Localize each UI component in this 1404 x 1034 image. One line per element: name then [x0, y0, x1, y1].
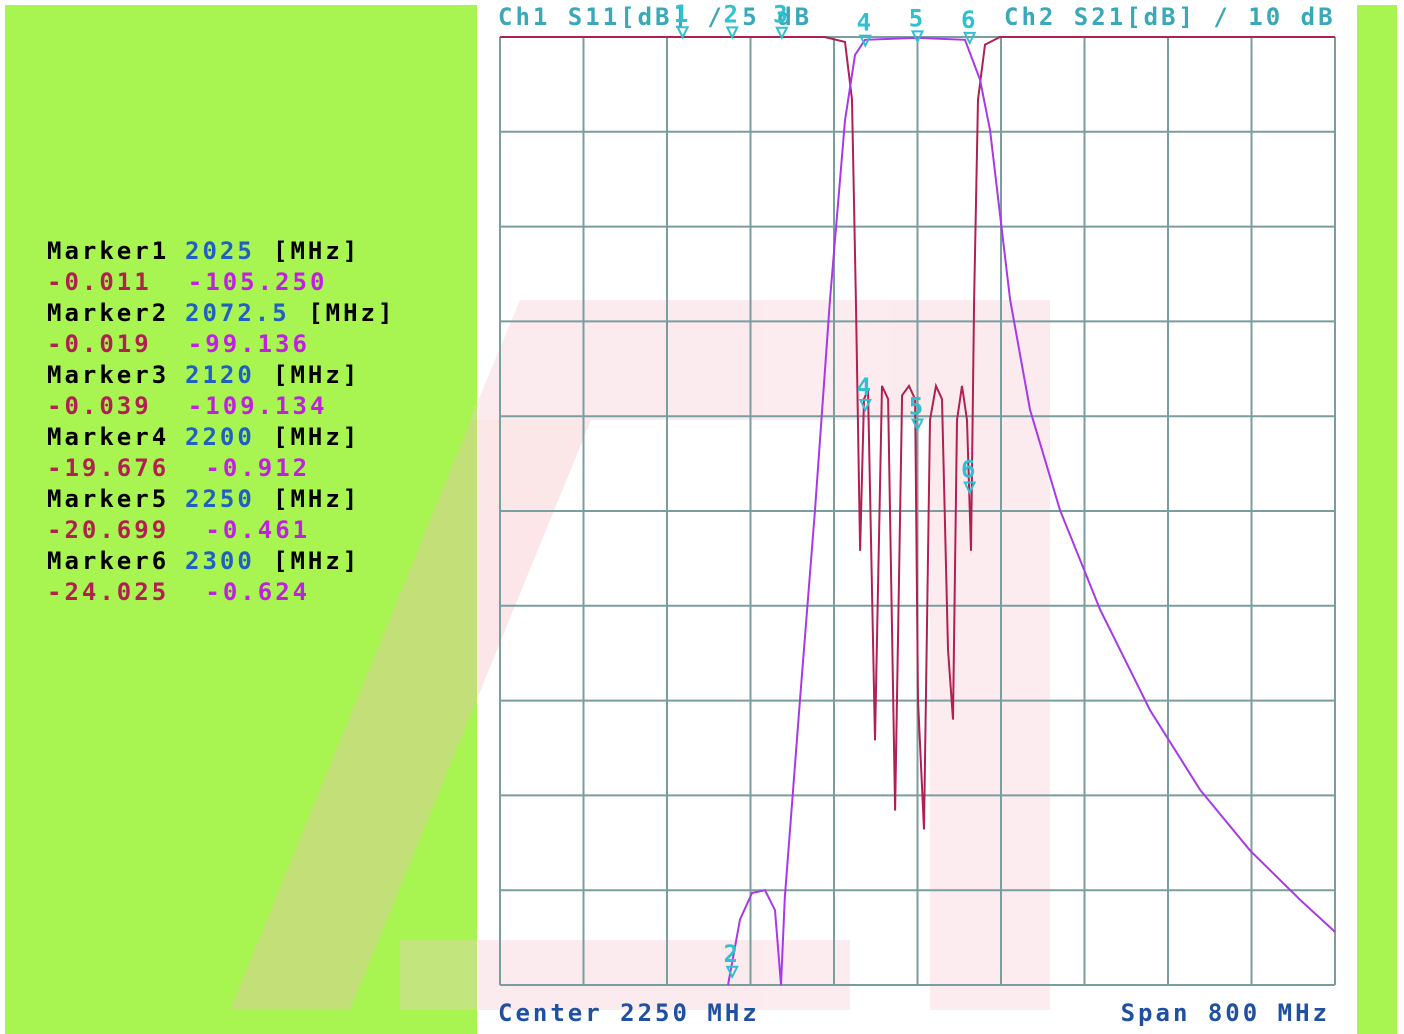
marker-s21: -0.624	[205, 578, 310, 606]
marker-s11: -20.699	[47, 516, 169, 544]
marker-triangle	[963, 31, 977, 46]
marker-number: 6	[961, 6, 978, 34]
marker-label: Marker4	[47, 423, 169, 451]
marker-number: 5	[909, 392, 926, 420]
marker-label: Marker1	[47, 237, 169, 265]
center-label: Center 2250 MHz	[498, 999, 760, 1027]
marker-freq: 2250	[185, 485, 255, 513]
marker-s11: -19.676	[47, 454, 169, 482]
marker-triangle	[858, 399, 872, 413]
marker-unit: [MHz]	[308, 299, 395, 327]
marker-s21: -99.136	[188, 330, 310, 358]
marker-label: Marker6	[47, 547, 169, 575]
marker-freq: 2300	[185, 547, 255, 575]
marker-s21: -105.250	[188, 268, 328, 296]
marker-s21: -0.461	[205, 516, 310, 544]
marker-triangle	[725, 965, 739, 980]
left-panel	[5, 5, 477, 1034]
marker-triangle	[963, 481, 977, 495]
marker-number: 4	[857, 9, 874, 37]
marker-s11: -0.039	[47, 392, 152, 420]
marker-s21: -109.134	[188, 392, 328, 420]
marker-number: 5	[909, 4, 926, 32]
trace	[727, 36, 1336, 986]
marker-freq: 2200	[185, 423, 255, 451]
right-strip	[1357, 5, 1397, 1034]
trace	[500, 36, 1335, 830]
marker-number: 1	[674, 0, 691, 28]
marker-triangle	[858, 34, 872, 48]
marker-s11: -24.025	[47, 578, 169, 606]
marker-s11: -0.011	[47, 268, 152, 296]
marker-unit: [MHz]	[273, 237, 360, 265]
marker-number: 3	[773, 1, 790, 29]
marker-freq: 2025	[185, 237, 255, 265]
marker-triangle	[725, 26, 739, 40]
marker-number: 6	[961, 456, 978, 484]
marker-freq: 2120	[185, 361, 255, 389]
marker-triangle	[910, 30, 925, 44]
marker-number: 2	[724, 940, 741, 968]
marker-triangle	[676, 26, 690, 40]
marker-unit: [MHz]	[273, 547, 360, 575]
marker-label: Marker5	[47, 485, 169, 513]
marker-freq: 2072.5	[185, 299, 290, 327]
marker-number: 2	[724, 0, 741, 28]
marker-triangle	[910, 418, 925, 432]
span-label: Span 800 MHz	[1121, 999, 1330, 1027]
header-left: Ch1 S11[dB] / 5 dB	[498, 3, 812, 31]
marker-label: Marker3	[47, 361, 169, 389]
marker-unit: [MHz]	[273, 361, 360, 389]
marker-unit: [MHz]	[273, 485, 360, 513]
marker-label: Marker2	[47, 299, 169, 327]
marker-triangle	[775, 26, 789, 40]
marker-s21: -0.912	[205, 454, 310, 482]
header-right: Ch2 S21[dB] / 10 dB	[1004, 3, 1336, 31]
marker-s11: -0.019	[47, 330, 152, 358]
marker-unit: [MHz]	[273, 423, 360, 451]
marker-number: 4	[857, 373, 874, 401]
